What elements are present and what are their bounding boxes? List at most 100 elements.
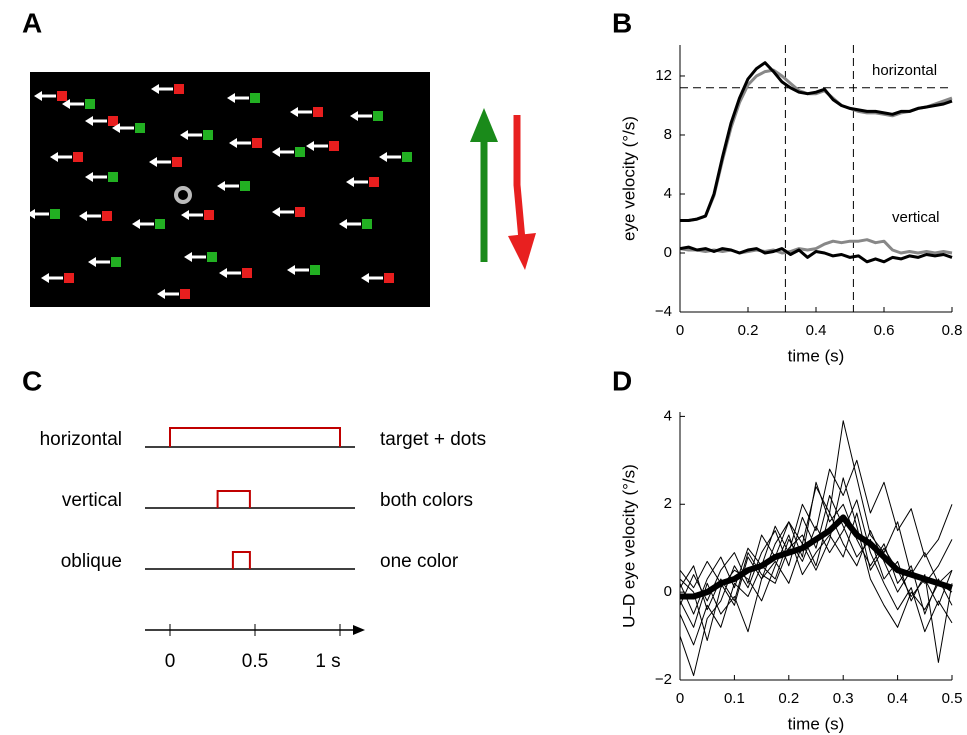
x-tick-label: 0 bbox=[676, 690, 684, 707]
dot-arrowhead bbox=[184, 252, 192, 262]
row-description: target + dots bbox=[380, 429, 486, 450]
dot-arrowhead bbox=[346, 177, 354, 187]
dot bbox=[313, 107, 323, 117]
x-axis-label: time (s) bbox=[788, 714, 845, 733]
dot bbox=[373, 111, 383, 121]
dot bbox=[64, 273, 74, 283]
green-arrow bbox=[470, 108, 498, 262]
row-label: vertical bbox=[62, 490, 122, 511]
panel-label: A bbox=[22, 7, 42, 38]
dot-arrowhead bbox=[62, 99, 70, 109]
dot bbox=[102, 211, 112, 221]
row-description: one color bbox=[380, 551, 459, 572]
dot bbox=[57, 91, 67, 101]
x-tick-label: 0.6 bbox=[874, 322, 895, 339]
x-tick-label: 0.8 bbox=[942, 322, 963, 339]
dot bbox=[252, 138, 262, 148]
y-axis-label: eye velocity (°/s) bbox=[619, 116, 638, 241]
y-tick-label: 0 bbox=[664, 244, 672, 261]
row-description: both colors bbox=[380, 490, 473, 511]
dots bbox=[27, 84, 412, 299]
x-axis-label: time (s) bbox=[788, 346, 845, 365]
dot-arrowhead bbox=[350, 111, 358, 121]
dot-arrowhead bbox=[180, 130, 188, 140]
dot-arrowhead bbox=[272, 147, 280, 157]
dot-arrowhead bbox=[181, 210, 189, 220]
stimulus-field bbox=[30, 72, 430, 307]
y-tick-label: 2 bbox=[664, 495, 672, 512]
y-axis-label: U–D eye velocity (°/s) bbox=[619, 464, 638, 628]
row-label: horizontal bbox=[40, 429, 122, 450]
dot bbox=[242, 268, 252, 278]
dot bbox=[369, 177, 379, 187]
annotation: vertical bbox=[892, 209, 940, 226]
dot-arrowhead bbox=[151, 84, 159, 94]
pulse bbox=[216, 490, 251, 508]
dot bbox=[362, 219, 372, 229]
series-line bbox=[680, 238, 953, 255]
y-tick-label: −4 bbox=[655, 303, 672, 320]
y-tick-label: 4 bbox=[664, 407, 672, 424]
dot-arrowhead bbox=[149, 157, 157, 167]
pulse bbox=[169, 427, 341, 447]
dot bbox=[108, 172, 118, 182]
dot-arrowhead bbox=[157, 289, 165, 299]
y-tick-label: 8 bbox=[664, 126, 672, 143]
dot bbox=[108, 116, 118, 126]
x-tick-label: 0.5 bbox=[942, 690, 963, 707]
dot bbox=[240, 181, 250, 191]
series-line bbox=[680, 61, 953, 222]
dot bbox=[73, 152, 83, 162]
dot bbox=[85, 99, 95, 109]
dot-arrowhead bbox=[306, 141, 314, 151]
x-tick-label: 0.2 bbox=[778, 690, 799, 707]
dot bbox=[204, 210, 214, 220]
x-tick-label: 0.5 bbox=[242, 651, 268, 672]
series-line bbox=[680, 477, 953, 633]
dot-arrowhead bbox=[88, 257, 96, 267]
dot-arrowhead bbox=[85, 116, 93, 126]
x-tick-label: 0.4 bbox=[887, 690, 908, 707]
panel-label: C bbox=[22, 365, 42, 396]
y-tick-label: 0 bbox=[664, 583, 672, 600]
dot bbox=[207, 252, 217, 262]
dot bbox=[203, 130, 213, 140]
annotation: horizontal bbox=[872, 62, 937, 79]
panel-label: B bbox=[612, 7, 632, 38]
dot-arrowhead bbox=[361, 273, 369, 283]
dot bbox=[155, 219, 165, 229]
x-tick-label: 0.1 bbox=[724, 690, 745, 707]
y-tick-label: 12 bbox=[655, 67, 672, 84]
dot bbox=[50, 209, 60, 219]
dot-arrowhead bbox=[27, 209, 35, 219]
x-tick-label: 0.4 bbox=[806, 322, 827, 339]
red-arrow bbox=[508, 115, 536, 270]
dot-arrowhead bbox=[227, 93, 235, 103]
dot-arrowhead bbox=[272, 207, 280, 217]
dot-arrowhead bbox=[379, 152, 387, 162]
series-line bbox=[680, 499, 953, 646]
dot bbox=[180, 289, 190, 299]
dot-arrowhead bbox=[290, 107, 298, 117]
time-axis-arrow bbox=[353, 625, 365, 635]
x-tick-label: 0.3 bbox=[833, 690, 854, 707]
dot-arrowhead bbox=[85, 172, 93, 182]
row-label: oblique bbox=[61, 551, 122, 572]
dot bbox=[384, 273, 394, 283]
dot bbox=[329, 141, 339, 151]
dot-arrowhead bbox=[79, 211, 87, 221]
dot-arrowhead bbox=[229, 138, 237, 148]
pulse bbox=[231, 551, 251, 569]
dot bbox=[295, 207, 305, 217]
dot bbox=[402, 152, 412, 162]
dot-arrowhead bbox=[339, 219, 347, 229]
x-tick-label: 1 s bbox=[315, 651, 340, 672]
x-tick-label: 0.2 bbox=[738, 322, 759, 339]
series-line bbox=[680, 420, 953, 606]
dot-arrowhead bbox=[50, 152, 58, 162]
series-line bbox=[680, 245, 953, 264]
panel-label: D bbox=[612, 365, 632, 396]
series-line bbox=[680, 512, 953, 611]
dot-arrowhead bbox=[287, 265, 295, 275]
